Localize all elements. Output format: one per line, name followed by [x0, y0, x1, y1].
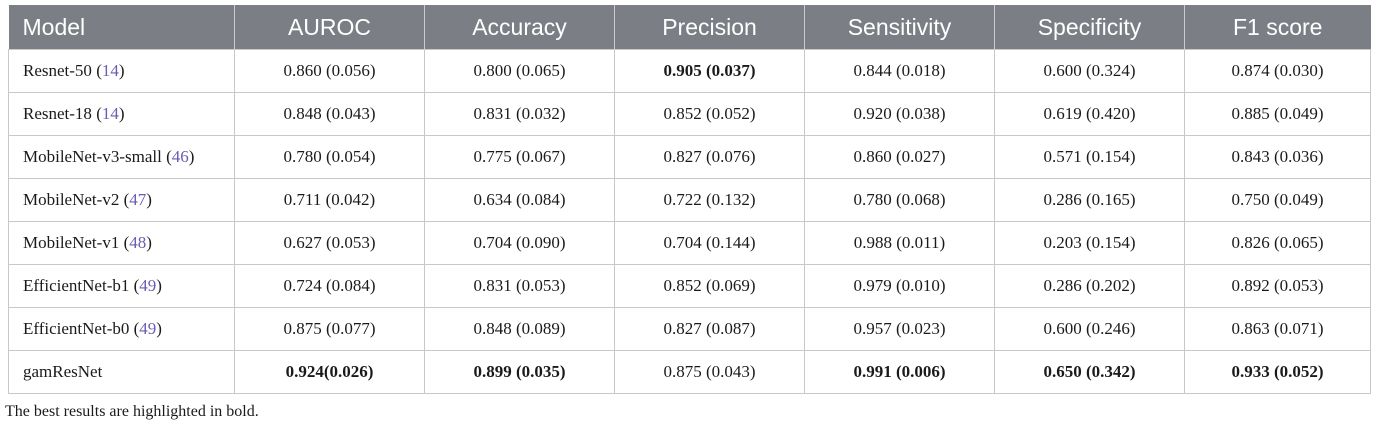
metric-cell: 0.600 (0.324) — [994, 49, 1185, 93]
table-row: MobileNet-v1 (48) 0.627 (0.053) 0.704 (0.0… — [8, 221, 1371, 265]
metric-cell: 0.957 (0.023) — [804, 307, 995, 351]
column-header-f1-score: F1 score — [1184, 5, 1371, 50]
model-name: MobileNet-v3-small — [23, 147, 162, 166]
metric-cell: 0.780 (0.068) — [804, 178, 995, 222]
metric-cell: 0.704 (0.090) — [424, 221, 615, 265]
model-name-cell: MobileNet-v3-small (46) — [8, 135, 235, 179]
model-name: Resnet-18 — [23, 104, 92, 123]
metric-cell: 0.988 (0.011) — [804, 221, 995, 265]
metric-cell: 0.843 (0.036) — [1184, 135, 1371, 179]
citation-link[interactable]: 49 — [139, 276, 157, 295]
metric-cell: 0.203 (0.154) — [994, 221, 1185, 265]
metric-cell: 0.924(0.026) — [234, 350, 425, 394]
metric-cell: 0.874 (0.030) — [1184, 49, 1371, 93]
column-header-sensitivity: Sensitivity — [804, 5, 995, 50]
citation-link[interactable]: 14 — [101, 104, 119, 123]
table-row: MobileNet-v2 (47) 0.711 (0.042) 0.634 (0.0… — [8, 178, 1371, 222]
metric-cell: 0.979 (0.010) — [804, 264, 995, 308]
metric-cell: 0.899 (0.035) — [424, 350, 615, 394]
metric-cell: 0.827 (0.076) — [614, 135, 805, 179]
metric-cell: 0.852 (0.069) — [614, 264, 805, 308]
table-header-row: Model AUROC Accuracy Precision Sensitivity Sp… — [8, 5, 1371, 50]
model-name: MobileNet-v2 — [23, 190, 120, 209]
metric-cell: 0.775 (0.067) — [424, 135, 615, 179]
metric-cell: 0.634 (0.084) — [424, 178, 615, 222]
results-table: Model AUROC Accuracy Precision Sensitivity Sp… — [8, 5, 1371, 394]
metric-cell: 0.827 (0.087) — [614, 307, 805, 351]
metric-cell: 0.780 (0.054) — [234, 135, 425, 179]
table-row: EfficientNet-b1 (49) 0.724 (0.084) 0.831 (… — [8, 264, 1371, 308]
metric-cell: 0.571 (0.154) — [994, 135, 1185, 179]
model-name-cell: MobileNet-v1 (48) — [8, 221, 235, 265]
model-name-cell: EfficientNet-b1 (49) — [8, 264, 235, 308]
metric-cell: 0.860 (0.027) — [804, 135, 995, 179]
results-table-container: Model AUROC Accuracy Precision Sensitivity Sp… — [8, 5, 1371, 394]
model-name: Resnet-50 — [23, 61, 92, 80]
column-header-accuracy: Accuracy — [424, 5, 615, 50]
model-name: EfficientNet-b0 — [23, 319, 130, 338]
metric-cell: 0.750 (0.049) — [1184, 178, 1371, 222]
metric-cell: 0.844 (0.018) — [804, 49, 995, 93]
metric-cell: 0.933 (0.052) — [1184, 350, 1371, 394]
metric-cell: 0.600 (0.246) — [994, 307, 1185, 351]
metric-cell: 0.286 (0.165) — [994, 178, 1185, 222]
column-header-specificity: Specificity — [994, 5, 1185, 50]
metric-cell: 0.722 (0.132) — [614, 178, 805, 222]
metric-cell: 0.704 (0.144) — [614, 221, 805, 265]
metric-cell: 0.826 (0.065) — [1184, 221, 1371, 265]
citation-link[interactable]: 49 — [139, 319, 157, 338]
metric-cell: 0.885 (0.049) — [1184, 92, 1371, 136]
metric-cell: 0.991 (0.006) — [804, 350, 995, 394]
column-header-auroc: AUROC — [234, 5, 425, 50]
column-header-precision: Precision — [614, 5, 805, 50]
table-row: MobileNet-v3-small (46) 0.780 (0.054) 0.77… — [8, 135, 1371, 179]
model-name: EfficientNet-b1 — [23, 276, 130, 295]
model-name-cell: MobileNet-v2 (47) — [8, 178, 235, 222]
table-row: Resnet-50 (14) 0.860 (0.056) 0.800 (0.065)… — [8, 49, 1371, 93]
metric-cell: 0.650 (0.342) — [994, 350, 1185, 394]
metric-cell: 0.627 (0.053) — [234, 221, 425, 265]
metric-cell: 0.711 (0.042) — [234, 178, 425, 222]
citation-link[interactable]: 46 — [171, 147, 189, 166]
table-row: gamResNet 0.924(0.026) 0.899 (0.035) 0.875 … — [8, 350, 1371, 394]
metric-cell: 0.848 (0.089) — [424, 307, 615, 351]
metric-cell: 0.619 (0.420) — [994, 92, 1185, 136]
column-header-model: Model — [8, 5, 235, 50]
metric-cell: 0.831 (0.053) — [424, 264, 615, 308]
table-row: Resnet-18 (14) 0.848 (0.043) 0.831 (0.032)… — [8, 92, 1371, 136]
metric-cell: 0.892 (0.053) — [1184, 264, 1371, 308]
metric-cell: 0.286 (0.202) — [994, 264, 1185, 308]
metric-cell: 0.920 (0.038) — [804, 92, 995, 136]
model-name-cell: Resnet-50 (14) — [8, 49, 235, 93]
model-name: gamResNet — [23, 362, 103, 381]
metric-cell: 0.800 (0.065) — [424, 49, 615, 93]
citation-link[interactable]: 14 — [101, 61, 119, 80]
citation-link[interactable]: 48 — [129, 233, 147, 252]
metric-cell: 0.863 (0.071) — [1184, 307, 1371, 351]
table-row: EfficientNet-b0 (49) 0.875 (0.077) 0.848 (… — [8, 307, 1371, 351]
model-name-cell: EfficientNet-b0 (49) — [8, 307, 235, 351]
model-name-cell: gamResNet — [8, 350, 235, 394]
model-name: MobileNet-v1 — [23, 233, 120, 252]
table-body: Resnet-50 (14) 0.860 (0.056) 0.800 (0.065)… — [8, 49, 1371, 394]
metric-cell: 0.724 (0.084) — [234, 264, 425, 308]
metric-cell: 0.905 (0.037) — [614, 49, 805, 93]
metric-cell: 0.875 (0.043) — [614, 350, 805, 394]
metric-cell: 0.848 (0.043) — [234, 92, 425, 136]
metric-cell: 0.831 (0.032) — [424, 92, 615, 136]
table-footnote: The best results are highlighted in bold… — [5, 403, 259, 420]
citation-link[interactable]: 47 — [129, 190, 147, 209]
model-name-cell: Resnet-18 (14) — [8, 92, 235, 136]
metric-cell: 0.875 (0.077) — [234, 307, 425, 351]
metric-cell: 0.852 (0.052) — [614, 92, 805, 136]
metric-cell: 0.860 (0.056) — [234, 49, 425, 93]
